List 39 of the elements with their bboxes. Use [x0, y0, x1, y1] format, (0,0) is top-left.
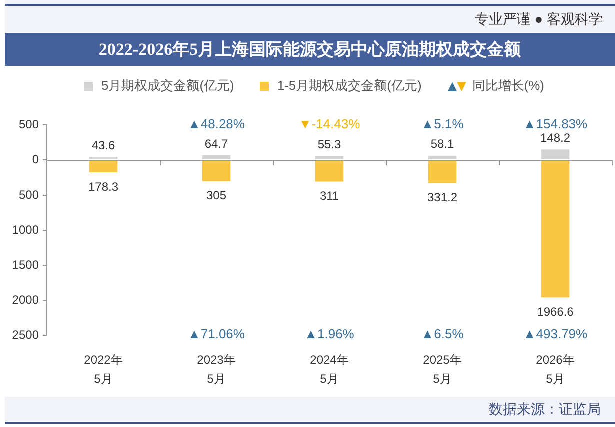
legend-label: 5月期权成交金额(亿元): [101, 77, 234, 95]
annotation: ▲48.28%: [188, 116, 246, 132]
annotation: ▲1.96%: [304, 326, 355, 342]
data-label: 58.1: [430, 137, 454, 152]
bar: [315, 156, 344, 160]
data-label: 55.3: [318, 137, 342, 152]
data-label: 311: [320, 189, 340, 204]
data-label: 331.2: [427, 190, 458, 204]
annotation: ▲493.79%: [523, 326, 588, 342]
source-note: 数据来源：证监局: [489, 400, 601, 418]
chart-title: 2022-2026年5月上海国际能源交易中心原油期权成交金额: [98, 39, 522, 61]
data-label: 305: [206, 188, 227, 203]
data-label: 64.7: [204, 136, 228, 151]
annotation: ▲154.83%: [523, 116, 588, 132]
bar: [428, 156, 457, 160]
annotation: ▲71.06%: [188, 326, 246, 342]
x-tick-label: 2026年 5月: [536, 352, 575, 386]
x-tick-label: 2024年 5月: [310, 352, 349, 386]
bar: [89, 156, 118, 160]
x-tick-label: 2023年 5月: [197, 352, 236, 386]
x-tick-label: 2025年 5月: [423, 352, 462, 386]
text: ▲▼同比增长(%): [448, 77, 545, 95]
y2-tick-label: 2500: [12, 328, 40, 342]
y2-tick-label: 2000: [12, 292, 40, 307]
data-label: 43.6: [92, 138, 116, 152]
data-label: 178.3: [88, 180, 119, 194]
y-tick-label: 0: [32, 152, 40, 166]
y2-tick-label: 1500: [12, 258, 40, 272]
data-label: 1966.6: [537, 304, 574, 319]
bar: [202, 155, 231, 160]
annotation: ▼-14.43%: [298, 116, 361, 132]
x-tick-label: 2022年 5月: [84, 352, 123, 386]
annotation: ▲5.1%: [421, 116, 464, 132]
annotation: ▲6.5%: [421, 326, 464, 342]
y2-tick-label: 1000: [12, 222, 40, 237]
bar: [541, 150, 570, 160]
text: 专业严谨 ● 客观科学: [474, 10, 603, 28]
data-label: 148.2: [540, 130, 571, 145]
legend-label: 1-5月期权成交金额(亿元): [277, 77, 422, 95]
